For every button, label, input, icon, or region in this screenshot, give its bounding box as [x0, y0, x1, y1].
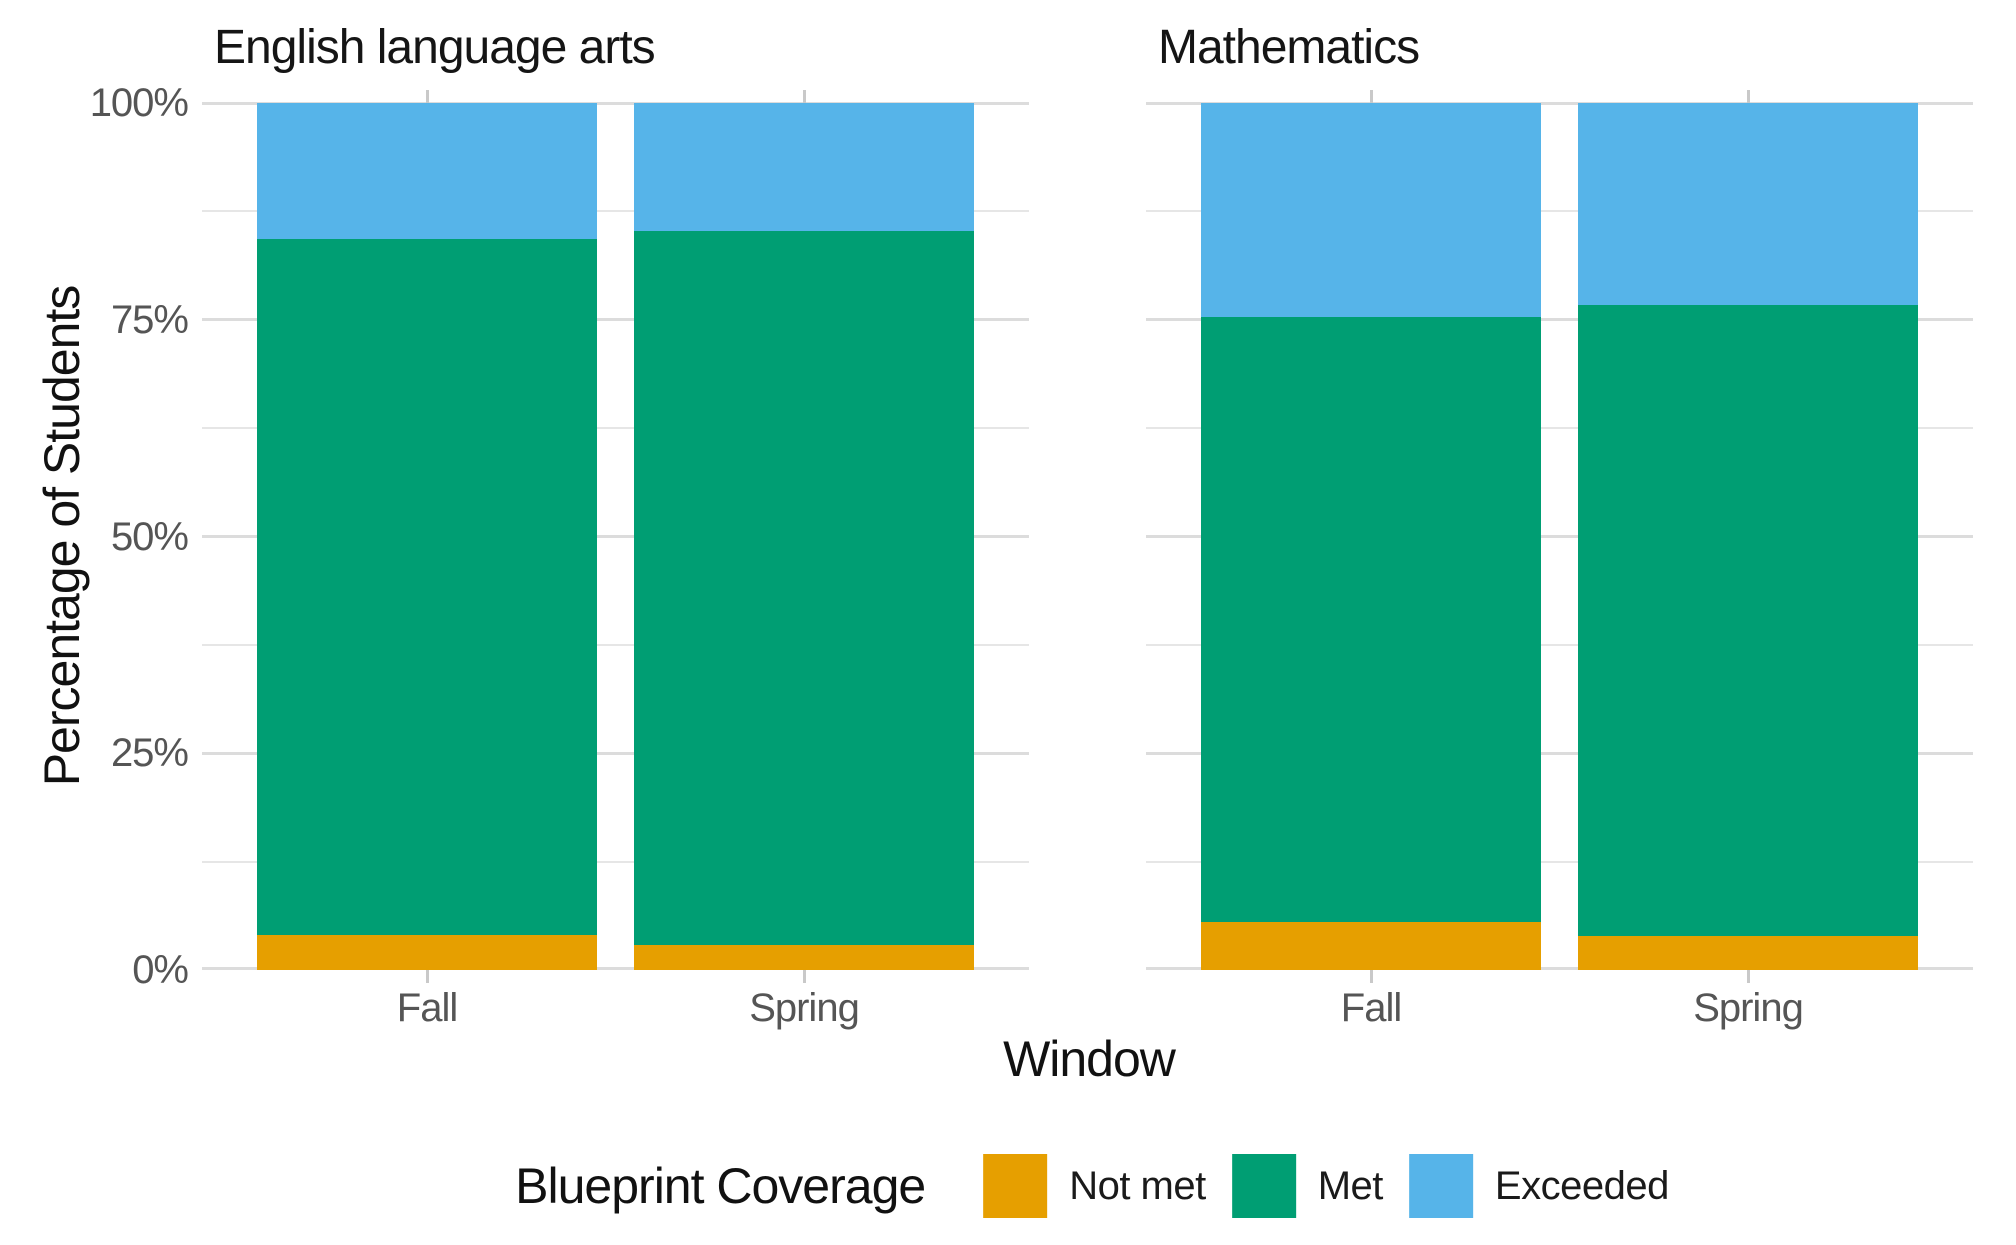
bar-segment-exceeded [634, 103, 974, 232]
legend-item-not-met: Not met [983, 1154, 1206, 1218]
x-tick-top-spring [802, 90, 806, 103]
legend-swatch-not-met [983, 1154, 1048, 1218]
y-tick-label-25: 25% [110, 731, 189, 776]
y-tick-label-75: 75% [110, 297, 189, 342]
gridline-major-0 [202, 967, 1029, 970]
y-tick-label-100: 100% [89, 81, 189, 125]
legend-item-exceeded: Exceeded [1408, 1154, 1669, 1218]
bar-segment-not-met [1578, 936, 1918, 970]
gridline-major-50 [1146, 535, 1973, 538]
x-tick-label-spring: Spring [1693, 986, 1804, 1030]
x-tick-bottom-fall [1369, 970, 1373, 983]
x-tick-bottom-spring [802, 970, 806, 983]
bar-segment-met [257, 239, 597, 936]
bar-segment-not-met [634, 944, 974, 970]
gridline-minor-87.5 [1146, 210, 1973, 213]
x-tick-label-spring: Spring [749, 986, 860, 1030]
bar-mathematics-spring [1578, 103, 1918, 970]
legend: Blueprint Coverage Not met Met Exceeded [515, 1148, 1669, 1224]
legend-swatch-exceeded [1408, 1154, 1473, 1218]
gridline-minor-87.5 [202, 210, 1029, 213]
legend-swatch-met [1231, 1154, 1296, 1218]
gridline-major-100 [1146, 101, 1973, 105]
gridline-minor-12.5 [202, 860, 1029, 863]
bar-segment-exceeded [1578, 103, 1918, 306]
gridline-minor-62.5 [1146, 427, 1973, 430]
legend-items: Not met Met Exceeded [957, 1154, 1669, 1218]
y-tick-label-50: 50% [110, 514, 189, 559]
legend-item-met: Met [1231, 1154, 1384, 1218]
gridline-minor-37.5 [1146, 643, 1973, 646]
bar-segment-met [1201, 317, 1541, 923]
legend-label-exceeded: Exceeded [1494, 1163, 1669, 1208]
legend-label-not-met: Not met [1069, 1163, 1206, 1208]
gridline-major-75 [202, 318, 1029, 322]
bar-mathematics-fall [1201, 103, 1541, 970]
facet-title-english-language-arts: English language arts [214, 21, 656, 74]
facet-title-mathematics: Mathematics [1158, 21, 1420, 74]
gridline-minor-37.5 [202, 643, 1029, 646]
bar-segment-not-met [1201, 922, 1541, 970]
bar-english-language-arts-spring [634, 103, 974, 970]
gridline-major-75 [1146, 318, 1973, 322]
gridline-major-0 [1146, 967, 1973, 970]
gridline-major-100 [202, 101, 1029, 105]
x-axis-title: Window [1003, 1031, 1176, 1087]
x-tick-label-fall: Fall [1340, 986, 1402, 1030]
x-tick-bottom-spring [1746, 970, 1750, 983]
gridline-major-50 [202, 535, 1029, 538]
bar-segment-exceeded [257, 103, 597, 240]
x-tick-bottom-fall [425, 970, 429, 983]
gridline-major-25 [1146, 751, 1973, 755]
bar-segment-not-met [257, 935, 597, 970]
panel-english-language-arts [202, 90, 1029, 983]
bar-segment-exceeded [1201, 103, 1541, 318]
legend-label-met: Met [1317, 1163, 1384, 1208]
x-tick-top-fall [1369, 90, 1373, 103]
gridline-minor-62.5 [202, 427, 1029, 430]
x-tick-top-spring [1746, 90, 1750, 103]
bar-english-language-arts-fall [257, 103, 597, 970]
gridline-minor-12.5 [1146, 860, 1973, 863]
y-tick-label-0: 0% [132, 948, 189, 992]
x-tick-label-fall: Fall [396, 986, 458, 1030]
panel-mathematics [1146, 90, 1973, 983]
x-tick-top-fall [425, 90, 429, 103]
bar-segment-met [634, 231, 974, 945]
bar-segment-met [1578, 305, 1918, 937]
legend-title: Blueprint Coverage [515, 1158, 926, 1214]
gridline-major-25 [202, 751, 1029, 755]
